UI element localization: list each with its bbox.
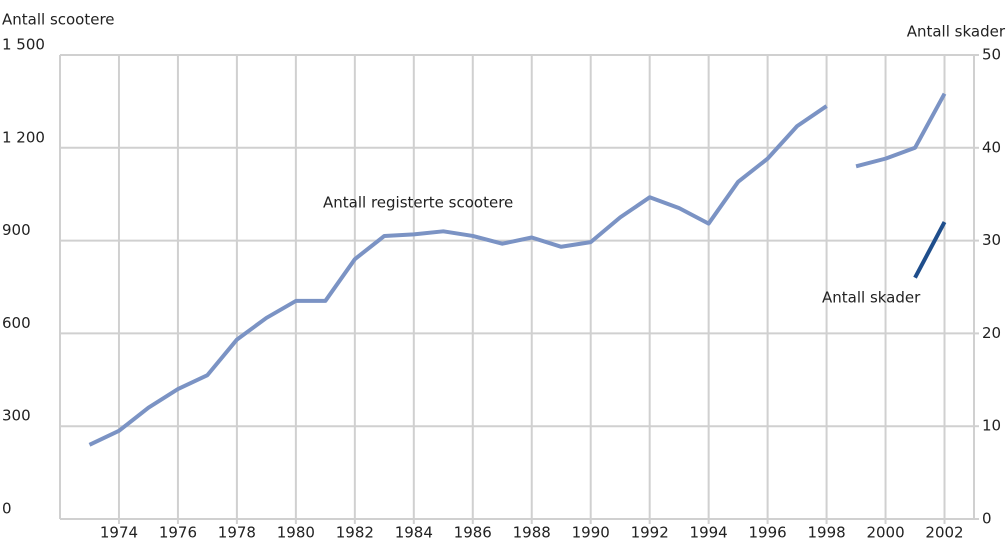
y2-tick-label: 40 bbox=[982, 138, 1001, 156]
x-tick-label: 1982 bbox=[336, 524, 374, 542]
y2-tick-label: 0 bbox=[982, 510, 992, 528]
x-tick-label: 1992 bbox=[631, 524, 669, 542]
y-tick-label: 1 200 bbox=[2, 128, 45, 146]
y2-tick-label: 50 bbox=[982, 46, 1001, 64]
y2-tick-label: 10 bbox=[982, 417, 1001, 435]
x-tick-label: 1986 bbox=[454, 524, 492, 542]
y-tick-label: 300 bbox=[2, 407, 31, 425]
series-label: Antall skader bbox=[822, 289, 921, 307]
y2-tick-label: 30 bbox=[982, 231, 1001, 249]
x-tick-label: 1976 bbox=[159, 524, 197, 542]
x-tick-label: 1974 bbox=[100, 524, 138, 542]
x-tick-label: 2000 bbox=[866, 524, 904, 542]
y2-tick-label: 20 bbox=[982, 324, 1001, 342]
data-line bbox=[88, 104, 828, 447]
x-tick-label: 2002 bbox=[925, 524, 963, 542]
y-tick-label: 900 bbox=[2, 221, 31, 239]
x-tick-label: 1994 bbox=[690, 524, 728, 542]
data-line bbox=[913, 221, 947, 279]
y-tick-label: 0 bbox=[2, 500, 12, 518]
x-tick-label: 1978 bbox=[218, 524, 256, 542]
y-axis-title: Antall scootere bbox=[2, 11, 115, 29]
x-tick-label: 1996 bbox=[749, 524, 787, 542]
series-label: Antall registerte scootere bbox=[323, 194, 513, 212]
y-tick-label: 600 bbox=[2, 314, 31, 332]
x-tick-label: 1998 bbox=[807, 524, 845, 542]
x-tick-label: 1988 bbox=[513, 524, 551, 542]
data-line bbox=[855, 92, 947, 169]
x-tick-label: 1984 bbox=[395, 524, 433, 542]
x-tick-label: 1980 bbox=[277, 524, 315, 542]
x-tick-label: 1990 bbox=[572, 524, 610, 542]
y-tick-label: 1 500 bbox=[2, 36, 45, 54]
y2-axis-title: Antall skader bbox=[907, 23, 1006, 41]
